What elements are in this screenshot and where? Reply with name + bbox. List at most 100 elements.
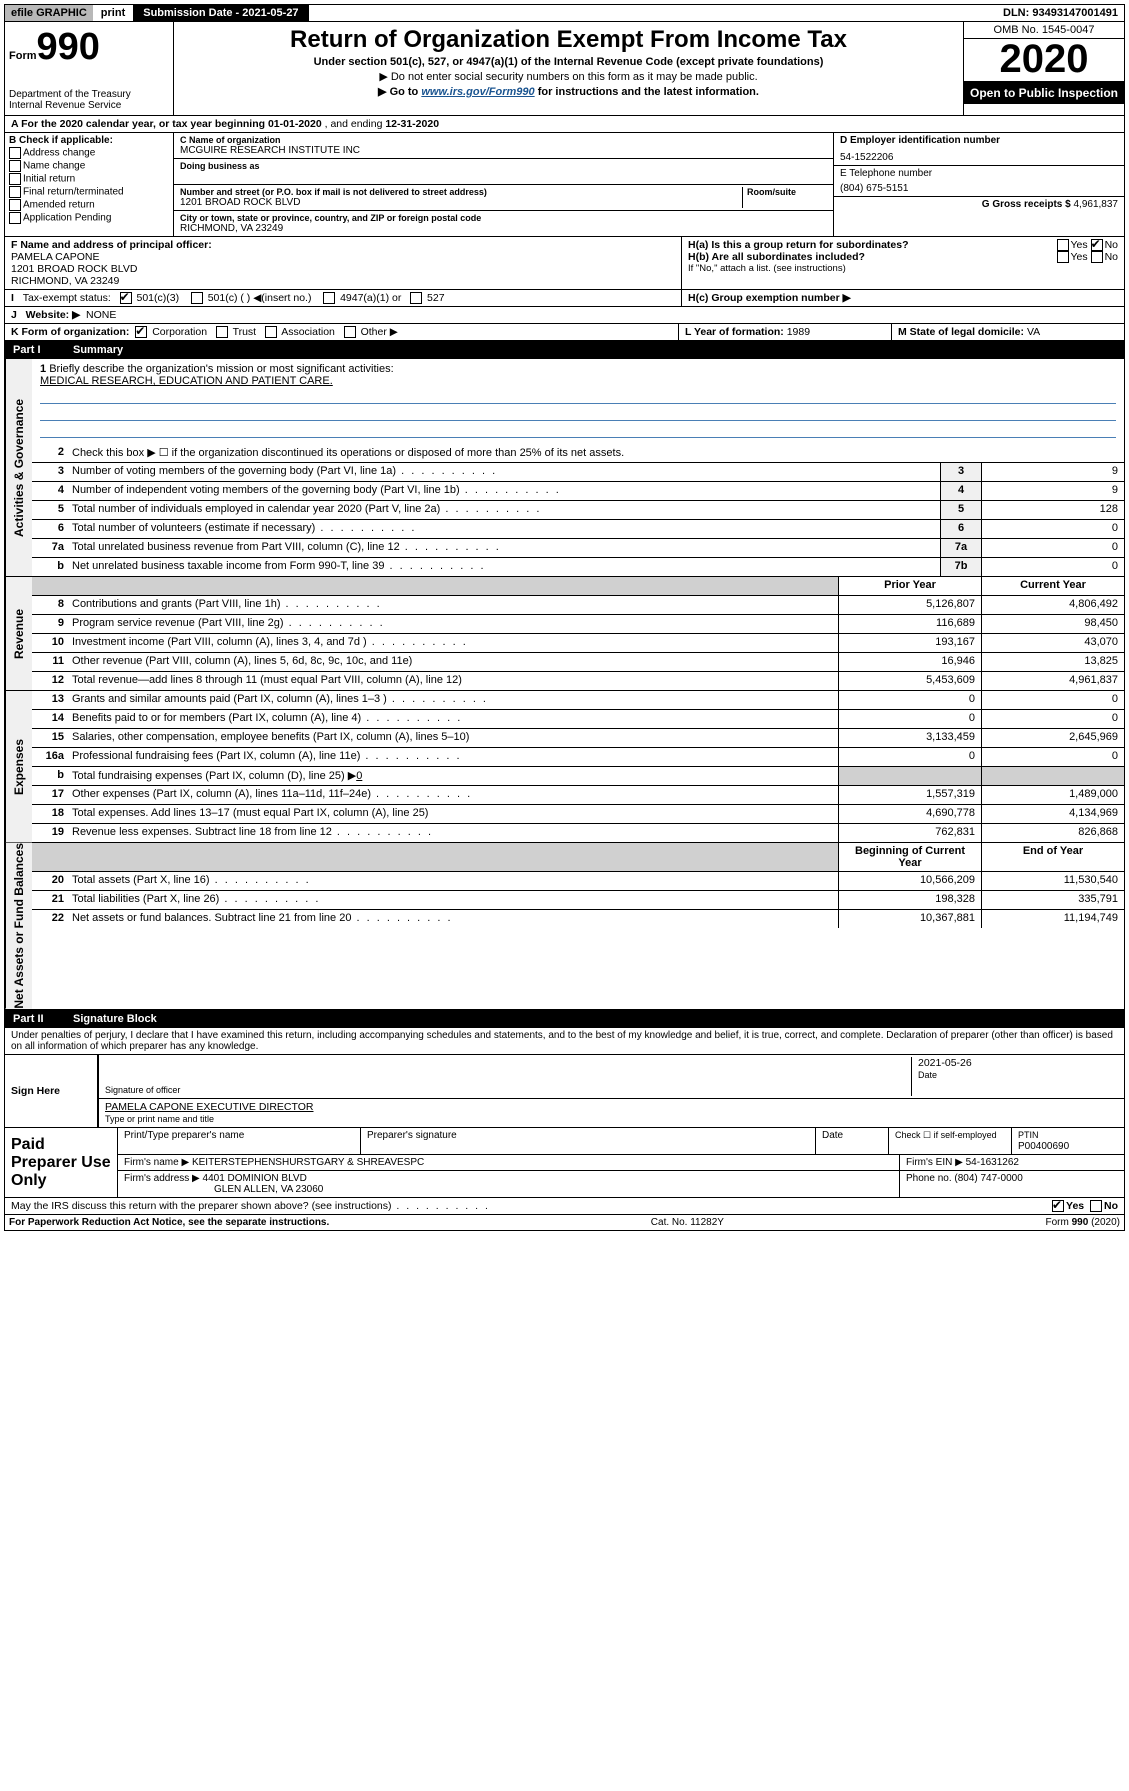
hb-yes-checkbox[interactable]	[1057, 251, 1069, 263]
other-checkbox[interactable]	[344, 326, 356, 338]
org-name: MCGUIRE RESEARCH INSTITUTE INC	[180, 145, 827, 156]
subtitle-3: ▶ Go to www.irs.gov/Form990 for instruct…	[182, 85, 955, 98]
part2-header: Part II Signature Block	[4, 1010, 1125, 1028]
row-i: I Tax-exempt status: 501(c)(3) 501(c) ( …	[4, 290, 1125, 307]
principal-officer-addr2: RICHMOND, VA 23249	[11, 275, 119, 287]
line20-end: 11,530,540	[981, 872, 1124, 890]
firm-phone: (804) 747-0000	[954, 1173, 1022, 1184]
trust-checkbox[interactable]	[216, 326, 228, 338]
line9-prior: 116,689	[838, 615, 981, 633]
dln: DLN: 93493147001491	[997, 5, 1124, 21]
principal-officer-addr1: 1201 BROAD ROCK BLVD	[11, 263, 137, 275]
sign-here-label: Sign Here	[5, 1055, 97, 1127]
527-checkbox[interactable]	[410, 292, 422, 304]
application-checkbox[interactable]	[9, 212, 21, 224]
submission-label: Submission Date - 2021-05-27	[133, 5, 308, 21]
line22-begin: 10,367,881	[838, 910, 981, 928]
line10-prior: 193,167	[838, 634, 981, 652]
year-formation: 1989	[787, 326, 810, 338]
telephone: (804) 675-5151	[840, 183, 1118, 194]
paid-preparer-label: Paid Preparer Use Only	[5, 1128, 117, 1197]
line12-current: 4,961,837	[981, 672, 1124, 690]
signature-block: Under penalties of perjury, I declare th…	[4, 1028, 1125, 1215]
ha-no-checkbox[interactable]	[1091, 239, 1103, 251]
discuss-no-checkbox[interactable]	[1090, 1200, 1102, 1212]
line20-begin: 10,566,209	[838, 872, 981, 890]
ein: 54-1522206	[840, 152, 1118, 163]
open-public: Open to Public Inspection	[964, 82, 1124, 104]
501c-checkbox[interactable]	[191, 292, 203, 304]
line17-current: 1,489,000	[981, 786, 1124, 804]
initial-return-checkbox[interactable]	[9, 173, 21, 185]
row-j: J Website: ▶ NONE	[4, 307, 1125, 324]
name-change-checkbox[interactable]	[9, 160, 21, 172]
form-header: Form990 Department of the Treasury Inter…	[4, 22, 1125, 116]
department: Department of the Treasury Internal Reve…	[9, 89, 169, 111]
line13-current: 0	[981, 691, 1124, 709]
ptin: P00400690	[1018, 1141, 1069, 1152]
line15-current: 2,645,969	[981, 729, 1124, 747]
line16a-current: 0	[981, 748, 1124, 766]
net-assets-label: Net Assets or Fund Balances	[5, 843, 32, 1009]
ha-yes-checkbox[interactable]	[1057, 239, 1069, 251]
expenses-section: Expenses 13Grants and similar amounts pa…	[4, 691, 1125, 843]
firm-ein: 54-1631262	[966, 1157, 1019, 1168]
line3-val: 9	[981, 463, 1124, 481]
street-address: 1201 BROAD ROCK BLVD	[180, 197, 742, 208]
line19-current: 826,868	[981, 824, 1124, 842]
line21-end: 335,791	[981, 891, 1124, 909]
4947-checkbox[interactable]	[323, 292, 335, 304]
row-a: A For the 2020 calendar year, or tax yea…	[4, 116, 1125, 133]
line4-val: 9	[981, 482, 1124, 500]
revenue-label: Revenue	[5, 577, 32, 690]
line8-current: 4,806,492	[981, 596, 1124, 614]
line5-val: 128	[981, 501, 1124, 519]
part1-header: Part I Summary	[4, 341, 1125, 359]
line7a-val: 0	[981, 539, 1124, 557]
efile-label: efile GRAPHIC	[5, 5, 93, 21]
top-bar: efile GRAPHIC print Submission Date - 20…	[4, 4, 1125, 22]
print-link[interactable]: print	[93, 5, 133, 21]
assoc-checkbox[interactable]	[265, 326, 277, 338]
expenses-label: Expenses	[5, 691, 32, 842]
line17-prior: 1,557,319	[838, 786, 981, 804]
line6-val: 0	[981, 520, 1124, 538]
line18-prior: 4,690,778	[838, 805, 981, 823]
line22-end: 11,194,749	[981, 910, 1124, 928]
mission-text: MEDICAL RESEARCH, EDUCATION AND PATIENT …	[40, 375, 1116, 387]
col-right: D Employer identification number 54-1522…	[834, 133, 1124, 236]
line15-prior: 3,133,459	[838, 729, 981, 747]
principal-officer-label: F Name and address of principal officer:	[11, 239, 212, 251]
subtitle-2: ▶ Do not enter social security numbers o…	[182, 70, 955, 83]
revenue-section: Revenue Prior YearCurrent Year 8Contribu…	[4, 577, 1125, 691]
line11-prior: 16,946	[838, 653, 981, 671]
info-grid: B Check if applicable: Address change Na…	[4, 133, 1125, 237]
line14-prior: 0	[838, 710, 981, 728]
line16a-prior: 0	[838, 748, 981, 766]
hb-no-checkbox[interactable]	[1091, 251, 1103, 263]
catalog-number: Cat. No. 11282Y	[651, 1217, 724, 1228]
addr-change-checkbox[interactable]	[9, 147, 21, 159]
submission-label-text: Submission Date -	[143, 7, 242, 19]
perjury-statement: Under penalties of perjury, I declare th…	[5, 1028, 1124, 1054]
firm-name: KEITERSTEPHENSHURSTGARY & SHREAVESPC	[192, 1157, 424, 1168]
form-word: Form	[9, 50, 37, 62]
irs-link[interactable]: www.irs.gov/Form990	[421, 86, 534, 98]
governance-label: Activities & Governance	[5, 359, 32, 576]
discuss-yes-checkbox[interactable]	[1052, 1200, 1064, 1212]
form-number: 990	[37, 26, 100, 68]
footer: For Paperwork Reduction Act Notice, see …	[4, 1215, 1125, 1231]
corp-checkbox[interactable]	[135, 326, 147, 338]
tax-year: 2020	[964, 39, 1124, 82]
line11-current: 13,825	[981, 653, 1124, 671]
line19-prior: 762,831	[838, 824, 981, 842]
city-state-zip: RICHMOND, VA 23249	[180, 223, 827, 234]
501c3-checkbox[interactable]	[120, 292, 132, 304]
state-domicile: VA	[1027, 326, 1040, 338]
line16b-val: 0	[356, 770, 362, 782]
amended-checkbox[interactable]	[9, 199, 21, 211]
line12-prior: 5,453,609	[838, 672, 981, 690]
net-assets-section: Net Assets or Fund Balances Beginning of…	[4, 843, 1125, 1010]
final-return-checkbox[interactable]	[9, 186, 21, 198]
website-value: NONE	[86, 309, 116, 321]
